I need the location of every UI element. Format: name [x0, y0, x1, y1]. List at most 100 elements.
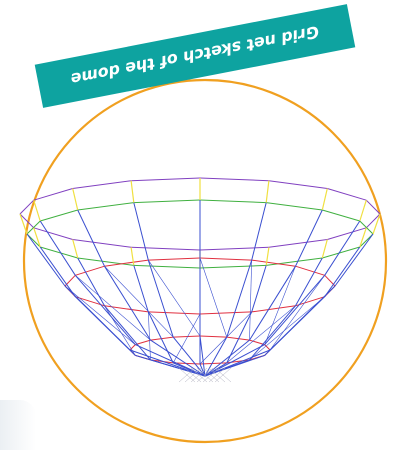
- meridian-middle: [264, 274, 326, 345]
- rim-ring-segment: [72, 239, 132, 248]
- lower-ring-segment: [75, 296, 105, 307]
- inner-ring-segment: [135, 339, 151, 346]
- meridian-diagonal: [269, 275, 325, 351]
- inner-ring-segment: [173, 335, 201, 338]
- upper-ring-segment: [40, 246, 78, 259]
- inner-ring-segment: [264, 344, 271, 351]
- lower-ring-segment: [295, 296, 325, 307]
- lower-ring-segment: [199, 311, 252, 315]
- rim-vertical-edge: [372, 213, 381, 235]
- rim-vertical-edge: [72, 239, 79, 259]
- meridian-lower: [204, 359, 250, 377]
- rim-vertical-edge: [265, 180, 270, 203]
- meridian-middle: [74, 274, 136, 345]
- inner-ring-segment: [129, 344, 136, 351]
- rim-ring-segment: [365, 199, 381, 215]
- rim-vertical-edge: [130, 247, 135, 266]
- meridian-diagonal: [226, 305, 296, 364]
- meridian-upper: [251, 265, 267, 313]
- meridian-upper: [133, 202, 149, 261]
- meridian-diagonal: [148, 259, 201, 337]
- apex-hatch: [178, 367, 196, 383]
- meridian-middle: [249, 265, 296, 341]
- dome-grid-net: [19, 177, 381, 383]
- meridian-diagonal: [249, 260, 252, 341]
- meridian-lower: [129, 349, 206, 377]
- meridian-diagonal: [249, 296, 325, 361]
- meridian-lower: [204, 336, 228, 377]
- meridian-middle: [104, 265, 151, 341]
- rim-vertical-edge: [265, 247, 270, 266]
- rim-ring-segment: [199, 246, 269, 251]
- meridian-diagonal: [264, 285, 336, 356]
- meridian-diagonal: [264, 266, 296, 345]
- apex-hatch: [208, 367, 226, 383]
- upper-ring-segment: [322, 246, 360, 259]
- meridian-diagonal: [75, 275, 151, 341]
- rim-ring-segment: [268, 180, 328, 189]
- meridian-upper: [251, 202, 267, 261]
- meridian-upper: [39, 246, 76, 297]
- rim-ring-segment: [19, 199, 35, 215]
- meridian-lower: [135, 344, 206, 377]
- meridian-diagonal: [104, 265, 174, 338]
- rim-vertical-edge: [321, 239, 328, 259]
- meridian-upper: [26, 233, 66, 287]
- corner-fade: [0, 400, 36, 450]
- meridian-middle: [226, 259, 253, 338]
- rim-ring-segment: [199, 177, 269, 182]
- lower-ring-segment: [148, 311, 201, 315]
- upper-ring-segment: [266, 202, 323, 211]
- apex-hatch: [214, 367, 232, 383]
- rim-ring-segment: [131, 177, 201, 182]
- upper-ring-segment: [40, 209, 78, 222]
- meridian-upper: [324, 220, 361, 276]
- rim-ring-segment: [268, 239, 328, 248]
- meridian-diagonal: [75, 296, 131, 351]
- meridian-diagonal: [172, 313, 201, 364]
- meridian-upper: [39, 220, 76, 276]
- upper-ring-segment: [322, 209, 360, 222]
- upper-ring-segment: [266, 257, 323, 266]
- upper-ring-segment: [77, 257, 134, 266]
- meridian-upper: [77, 209, 105, 267]
- rim-vertical-edge: [359, 200, 367, 222]
- meridian-diagonal: [148, 311, 151, 360]
- meridian-lower: [204, 339, 250, 377]
- lower-ring-segment: [251, 259, 296, 267]
- upper-ring-segment: [26, 220, 41, 235]
- rim-vertical-edge: [33, 227, 41, 248]
- lower-ring-segment: [251, 305, 296, 313]
- rim-vertical-edge: [19, 213, 28, 235]
- meridian-upper: [77, 257, 105, 307]
- meridian-lower: [150, 339, 206, 377]
- meridian-lower: [204, 362, 228, 377]
- meridian-upper: [295, 257, 323, 307]
- inner-ring-segment: [249, 339, 265, 346]
- upper-ring-segment: [199, 264, 267, 269]
- lower-ring-segment: [104, 259, 149, 267]
- meridian-upper: [334, 233, 374, 287]
- rim-ring-segment: [131, 246, 201, 251]
- meridian-upper: [324, 246, 361, 297]
- upper-ring-segment: [133, 199, 201, 204]
- upper-ring-segment: [77, 202, 134, 211]
- meridian-lower: [204, 344, 265, 377]
- rim-ring-segment: [327, 227, 367, 240]
- lower-ring-segment: [104, 305, 149, 313]
- orange-circle: [22, 78, 388, 444]
- inner-ring-segment: [199, 335, 227, 338]
- apex-hatch: [190, 367, 208, 383]
- lower-ring-segment: [295, 265, 325, 276]
- meridian-middle: [249, 305, 296, 361]
- rim-vertical-edge: [130, 180, 135, 203]
- meridian-middle: [147, 311, 174, 364]
- rim-ring-segment: [72, 180, 132, 189]
- inner-ring-segment: [199, 362, 227, 365]
- meridian-diagonal: [199, 257, 228, 338]
- rim-vertical-edge: [321, 188, 328, 211]
- lower-ring-segment: [75, 265, 105, 276]
- lower-ring-segment: [199, 257, 252, 261]
- rim-ring-segment: [19, 213, 35, 229]
